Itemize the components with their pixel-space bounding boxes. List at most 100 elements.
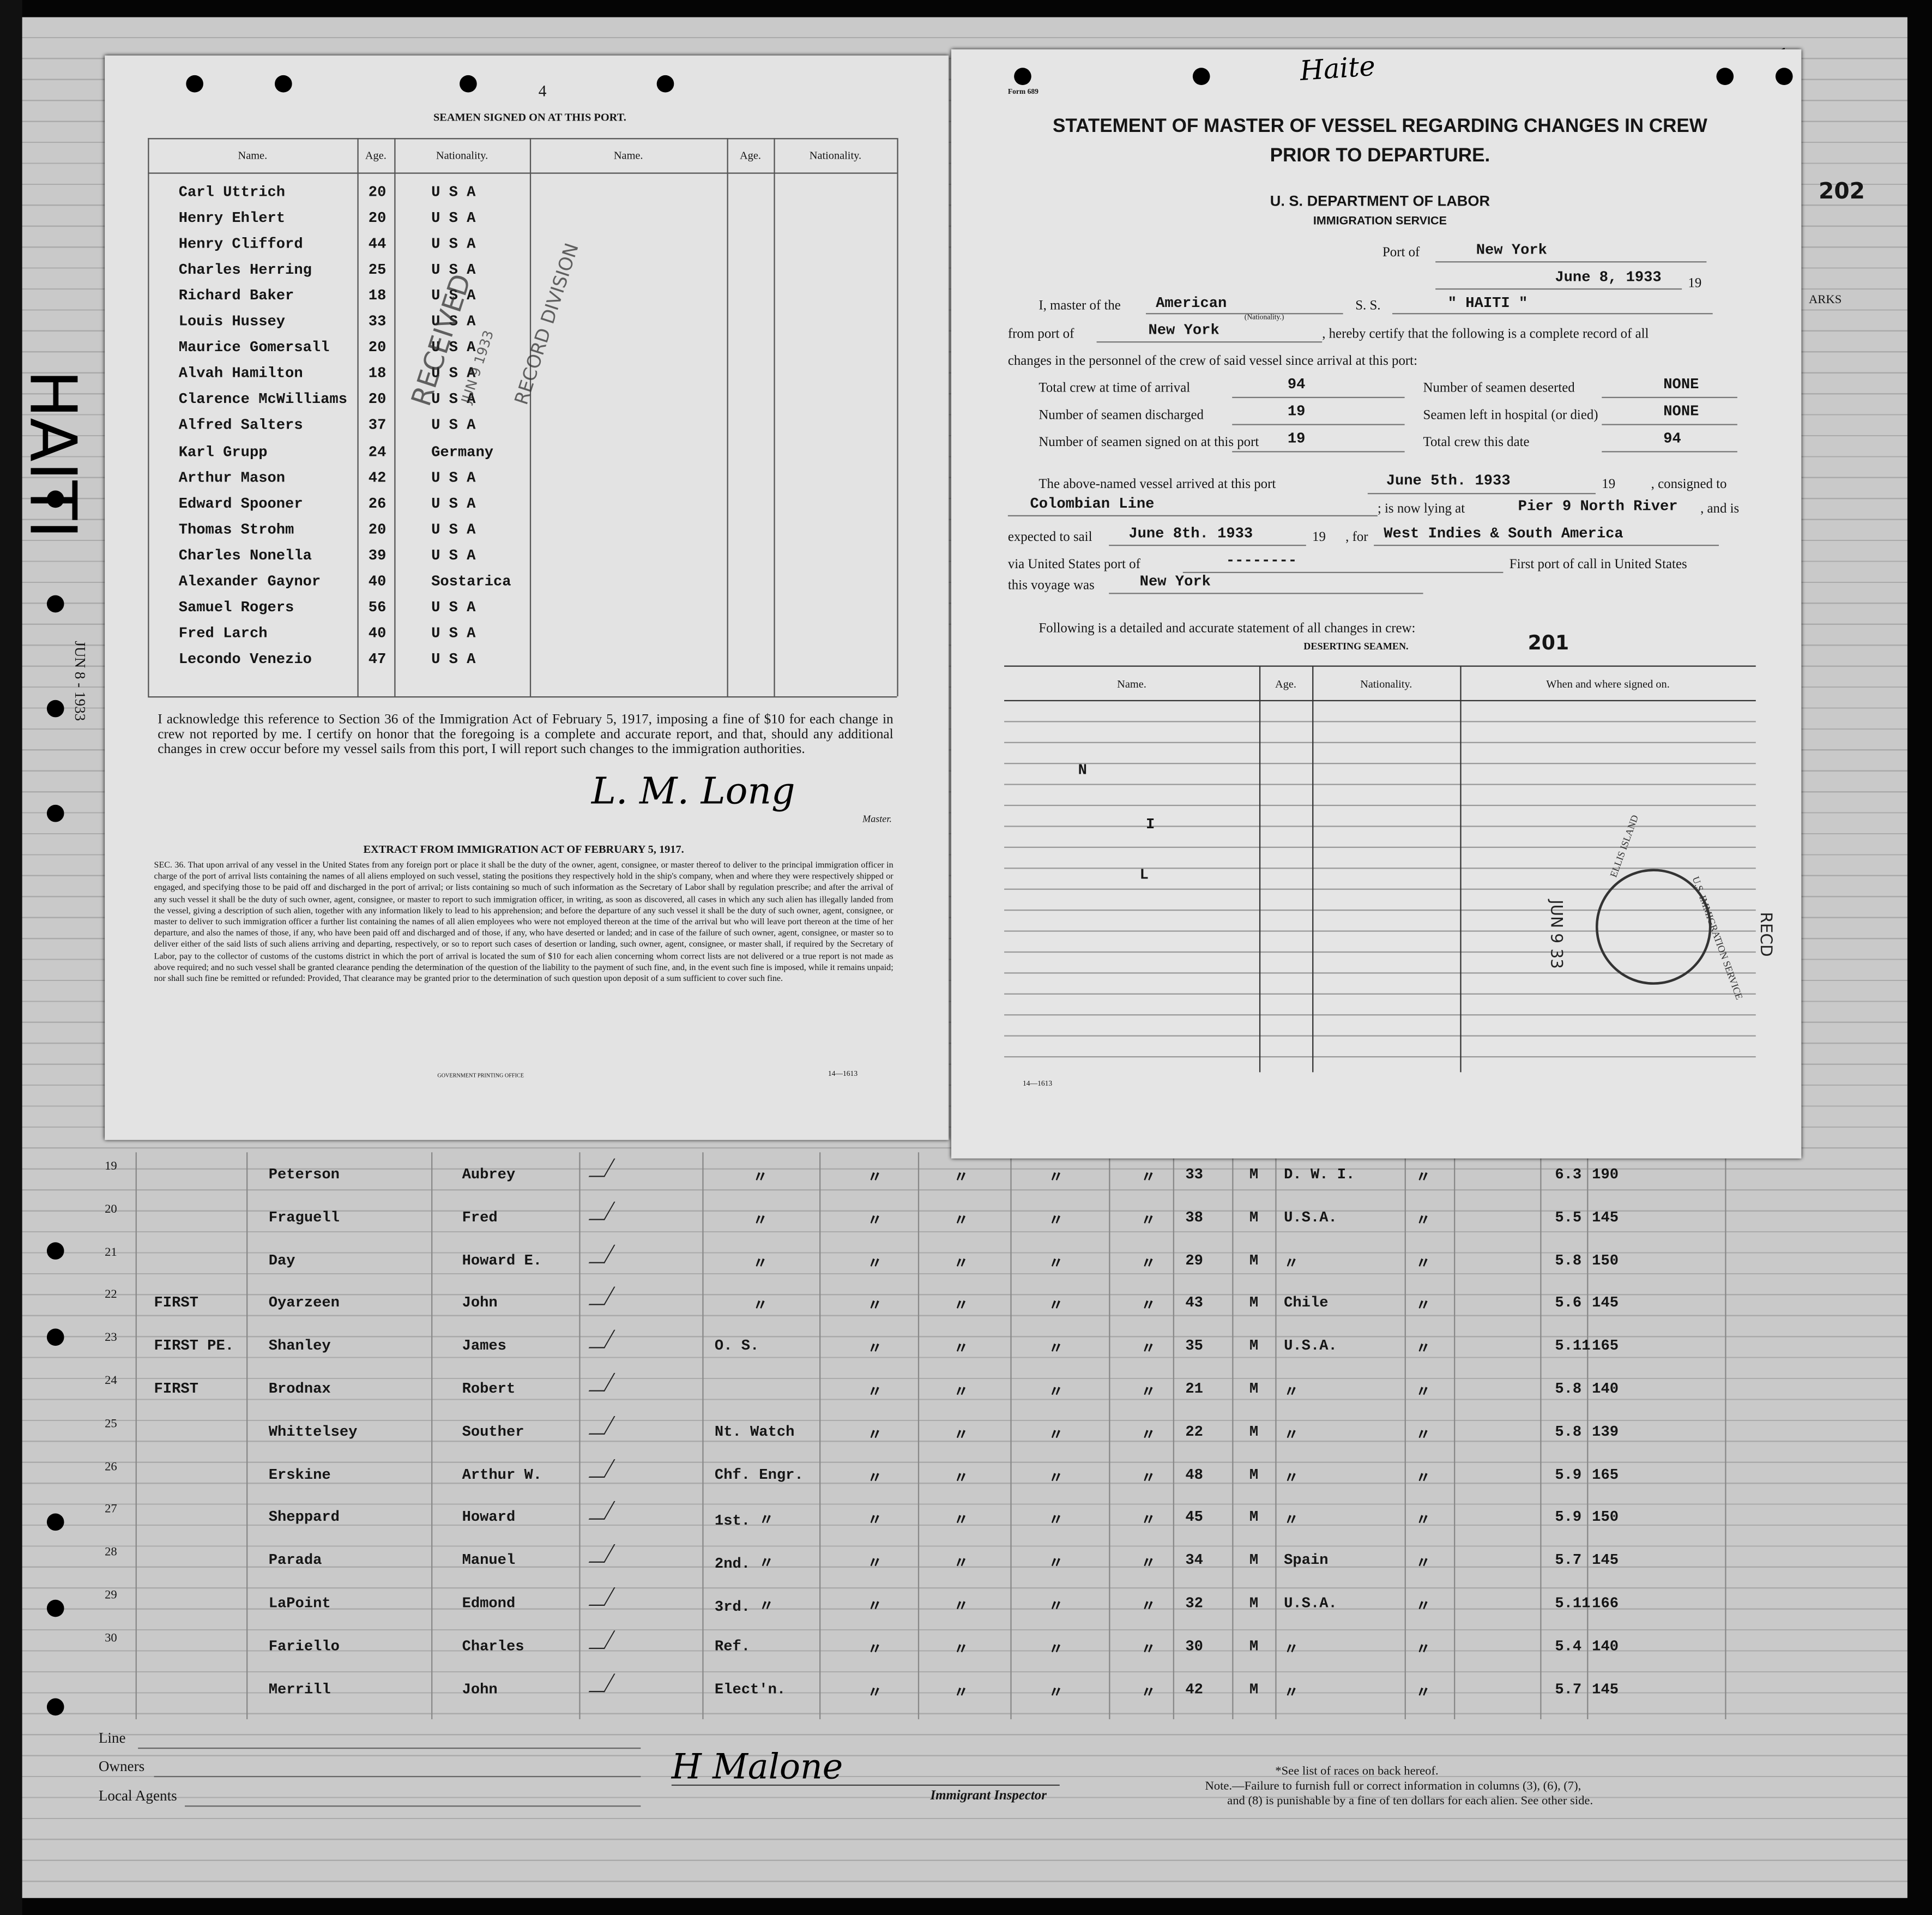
field-value: June 8th. 1933 [1128,525,1253,543]
rule [1232,424,1405,425]
cell: M [1249,1680,1259,1698]
ditto: 〃 [867,1555,883,1573]
cell: 25 [368,261,387,279]
rule [1109,545,1306,546]
ditto: 〃 [1415,1169,1431,1187]
punch-hole [1775,68,1793,85]
extract-title: EXTRACT FROM IMMIGRATION ACT OF FEBRUARY… [363,842,684,856]
cell: Fariello [268,1637,340,1655]
rule [897,138,898,697]
rule [1145,313,1343,315]
cell: 43 [1185,1294,1203,1312]
ditto: 〃 [1415,1341,1431,1359]
ditto: 〃 [1048,1384,1064,1401]
ditto: 〃 [1415,1384,1431,1401]
column-header: Name. [1117,678,1146,690]
cell: 165 [1592,1466,1619,1484]
rule [774,138,775,697]
cell: U S A [431,287,476,305]
cell: 166 [1592,1594,1619,1612]
field-value: 19 [1287,403,1306,420]
cell: Sheppard [268,1509,340,1527]
ditto: 〃 [867,1513,883,1530]
rule [1010,1152,1012,1719]
field-value: New York [1476,241,1547,259]
field-label: S. S. [1355,298,1381,314]
ditto: 〃 [867,1598,883,1616]
cell: M [1249,1466,1259,1484]
rule [1435,288,1682,290]
cell: 6.3 [1555,1166,1582,1183]
cell: 5.9 [1555,1466,1582,1484]
rule [727,138,728,697]
field-value: 94 [1287,376,1306,394]
cell: M [1249,1337,1259,1355]
field-value: West Indies & South America [1384,525,1623,543]
rule [1435,261,1707,263]
rule [1460,665,1462,1073]
ditto: 〃 [1048,1641,1064,1659]
form-title: STATEMENT OF MASTER OF VESSEL REGARDING … [1052,116,1707,137]
cell: 32 [1185,1594,1203,1612]
cell: M [1249,1637,1259,1655]
rule [246,1152,248,1719]
field-label: First port of call in United States [1509,557,1687,572]
row-number: 20 [105,1202,117,1217]
cell: U S A [431,651,476,668]
nil-letter: L [1139,866,1149,884]
cell: 150 [1592,1251,1619,1269]
punch-hole [186,75,203,93]
field-value: 94 [1663,430,1681,448]
cell: U S A [431,365,476,383]
section-title: DESERTING SEAMEN. [1303,641,1409,652]
cell: U S A [431,391,476,409]
rule [1367,493,1596,495]
field-value: New York [1148,321,1219,339]
ditto: 〃 [867,1426,883,1444]
footer-label: Line [98,1729,126,1747]
cell: 5.5 [1555,1208,1582,1226]
form-number: 14—1613 [828,1071,858,1079]
cell: 〃 [1284,1470,1299,1488]
rule [1004,846,1756,848]
cell: Parada [268,1552,322,1569]
ditto: 〃 [867,1641,883,1659]
cell: 5.11 [1555,1337,1591,1355]
field-label: 19 [1688,276,1702,291]
margin-date: JUN 8 - 1933 [71,641,89,721]
row-number: 24 [105,1374,117,1388]
rule [1374,545,1719,546]
ditto: 〃 [953,1513,969,1530]
cell: Charles Herring [178,261,312,279]
field-value: American [1156,294,1227,312]
cell: 35 [1185,1337,1203,1355]
cell: 47 [368,651,387,668]
field-label: expected to sail [1007,529,1092,545]
cell: Fraguell [268,1208,340,1226]
cell: U S A [431,313,476,331]
nil-letter: N [1078,761,1087,779]
rule [1096,341,1323,343]
cell: D. W. I. [1284,1166,1355,1183]
ditto: 〃 [1415,1555,1431,1573]
rule [1454,1152,1456,1719]
form-label: Form 689 [1007,88,1039,97]
rule [135,1152,137,1719]
cell: U S A [431,261,476,279]
field-value: Colombian Line [1030,495,1155,513]
cell: Edward Spooner [178,495,303,513]
cell: 42 [1185,1680,1203,1698]
row-number: 30 [105,1631,117,1645]
field-label: Number of seamen deserted [1423,381,1575,396]
ditto: 〃 [867,1684,883,1702]
ditto: 〃 [1140,1255,1156,1273]
ditto: 〃 [953,1598,969,1616]
ditto: 〃 [1140,1641,1156,1659]
column-header: Age. [1275,678,1297,690]
column-header: When and where signed on. [1546,678,1670,690]
cell: Chf. Engr. [714,1466,804,1484]
cell: M [1249,1294,1259,1312]
cell: 145 [1592,1680,1619,1698]
cell: 33 [1185,1166,1203,1183]
